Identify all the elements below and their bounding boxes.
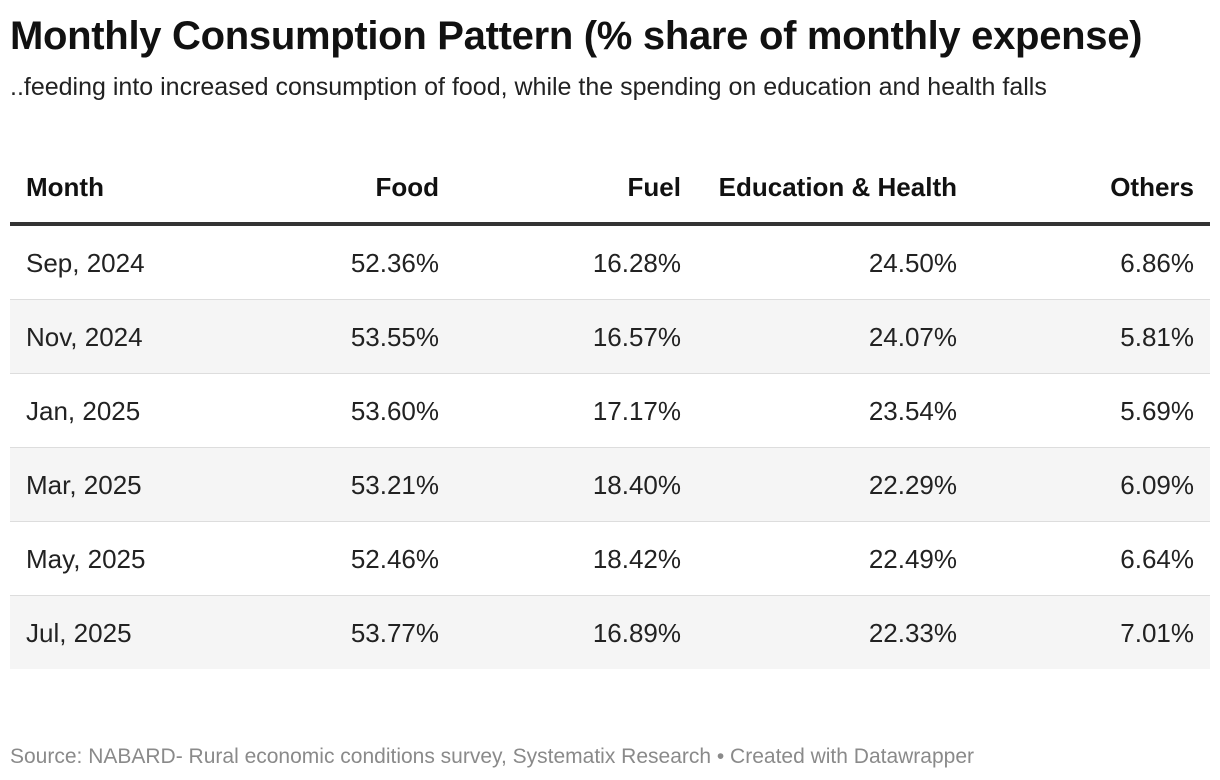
education-health-cell: 23.54%	[697, 373, 973, 448]
chart-title: Monthly Consumption Pattern (% share of …	[10, 14, 1143, 58]
month-cell: Mar, 2025	[10, 447, 250, 522]
education-health-cell: 22.49%	[697, 521, 973, 596]
fuel-cell: 17.17%	[455, 373, 697, 448]
column-header-fuel: Fuel	[455, 160, 697, 226]
fuel-cell: 18.42%	[455, 521, 697, 596]
consumption-table: Month Food Fuel Education & Health Other…	[10, 160, 1210, 669]
table-body: Sep, 2024 52.36% 16.28% 24.50% 6.86% Nov, 202…	[10, 224, 1210, 669]
food-cell: 52.36%	[250, 224, 455, 300]
table-row: May, 2025 52.46% 18.42% 22.49% 6.64%	[10, 521, 1210, 596]
education-health-cell: 22.33%	[697, 595, 973, 669]
others-cell: 5.81%	[973, 299, 1210, 374]
column-header-others: Others	[973, 160, 1210, 226]
fuel-cell: 18.40%	[455, 447, 697, 522]
month-cell: Jul, 2025	[10, 595, 250, 669]
month-cell: Jan, 2025	[10, 373, 250, 448]
food-cell: 53.55%	[250, 299, 455, 374]
chart-subtitle: ..feeding into increased consumption of …	[10, 73, 1047, 101]
food-cell: 53.21%	[250, 447, 455, 522]
fuel-cell: 16.57%	[455, 299, 697, 374]
food-cell: 53.77%	[250, 595, 455, 669]
month-cell: Nov, 2024	[10, 299, 250, 374]
education-health-cell: 24.50%	[697, 224, 973, 300]
fuel-cell: 16.89%	[455, 595, 697, 669]
table-row: Jul, 2025 53.77% 16.89% 22.33% 7.01%	[10, 595, 1210, 669]
column-header-education-health: Education & Health	[697, 160, 973, 226]
others-cell: 7.01%	[973, 595, 1210, 669]
column-header-month: Month	[10, 160, 250, 226]
source-footer: Source: NABARD- Rural economic condition…	[10, 745, 975, 768]
others-cell: 5.69%	[973, 373, 1210, 448]
others-cell: 6.64%	[973, 521, 1210, 596]
food-cell: 52.46%	[250, 521, 455, 596]
others-cell: 6.86%	[973, 224, 1210, 300]
table-row: Mar, 2025 53.21% 18.40% 22.29% 6.09%	[10, 447, 1210, 522]
month-cell: May, 2025	[10, 521, 250, 596]
table-row: Nov, 2024 53.55% 16.57% 24.07% 5.81%	[10, 299, 1210, 374]
fuel-cell: 16.28%	[455, 224, 697, 300]
chart-container: Monthly Consumption Pattern (% share of …	[10, 0, 1210, 669]
table-header-row: Month Food Fuel Education & Health Other…	[10, 160, 1210, 226]
table-row: Sep, 2024 52.36% 16.28% 24.50% 6.86%	[10, 224, 1210, 300]
others-cell: 6.09%	[973, 447, 1210, 522]
education-health-cell: 24.07%	[697, 299, 973, 374]
column-header-food: Food	[250, 160, 455, 226]
month-cell: Sep, 2024	[10, 224, 250, 300]
food-cell: 53.60%	[250, 373, 455, 448]
education-health-cell: 22.29%	[697, 447, 973, 522]
table-row: Jan, 2025 53.60% 17.17% 23.54% 5.69%	[10, 373, 1210, 448]
